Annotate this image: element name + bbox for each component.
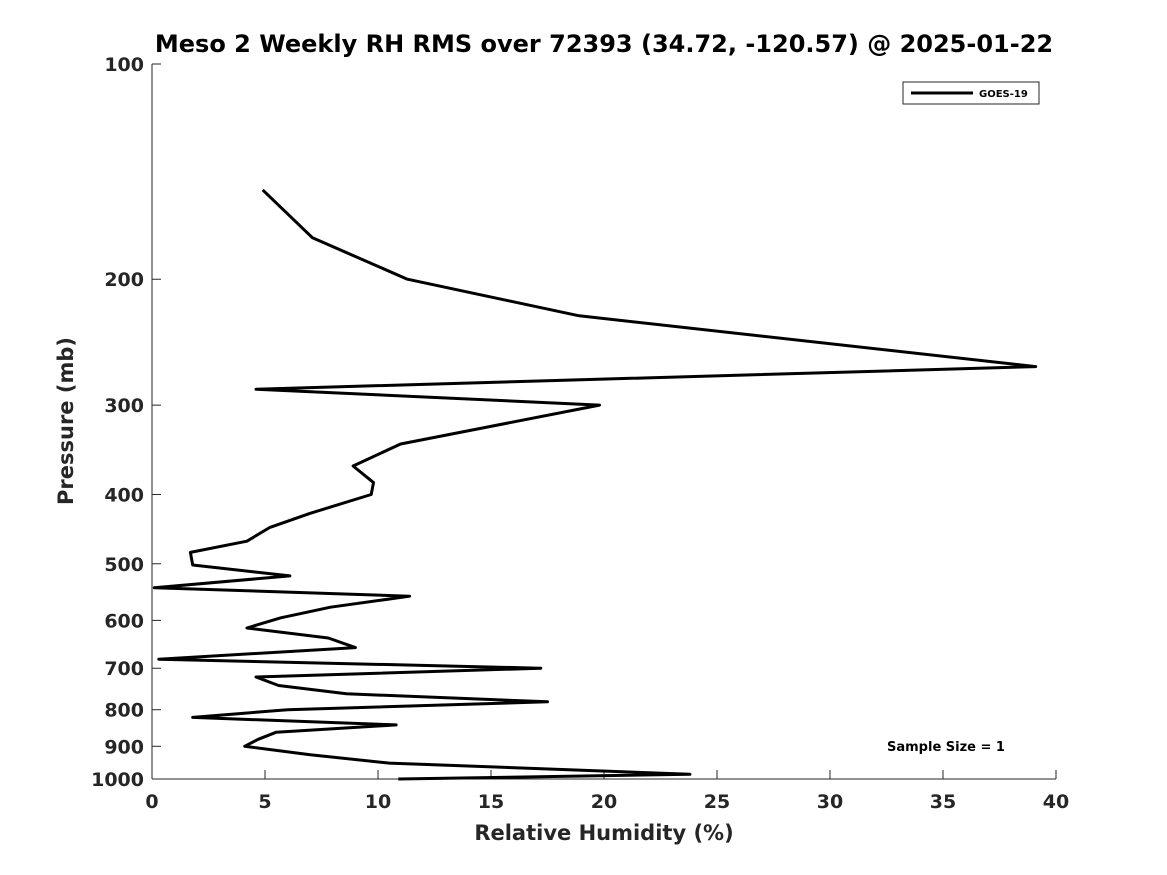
y-tick-label: 800 — [104, 700, 144, 722]
y-ticks: 100 200 300 400 500 600 700 800 900 1000 — [91, 54, 161, 791]
y-tick-label: 600 — [104, 610, 144, 632]
chart-title: Meso 2 Weekly RH RMS over 72393 (34.72, … — [155, 30, 1053, 58]
x-tick-label: 30 — [817, 791, 843, 813]
series-line-goes-19 — [152, 188, 1038, 781]
series-layer — [152, 188, 1038, 781]
y-tick-label: 400 — [104, 484, 144, 506]
x-tick-label: 10 — [365, 791, 391, 813]
sample-size-annotation: Sample Size = 1 — [887, 740, 1005, 755]
x-tick-label: 25 — [704, 791, 730, 813]
x-tick-label: 35 — [930, 791, 956, 813]
y-tick-label: 900 — [104, 736, 144, 758]
x-tick-label: 5 — [258, 791, 271, 813]
x-tick-label: 40 — [1043, 791, 1069, 813]
legend: GOES-19 — [902, 81, 1040, 105]
x-tick-label: 20 — [591, 791, 617, 813]
x-tick-label: 0 — [145, 791, 158, 813]
y-tick-label: 100 — [104, 54, 144, 76]
y-tick-label: 500 — [104, 554, 144, 576]
y-tick-label: 300 — [104, 395, 144, 417]
x-ticks: 0 5 10 15 20 25 30 35 40 — [145, 770, 1069, 813]
legend-label-goes-19: GOES-19 — [979, 89, 1028, 100]
y-tick-label: 700 — [104, 658, 144, 680]
y-tick-label: 1000 — [91, 769, 144, 791]
y-axis-label: Pressure (mb) — [54, 337, 78, 505]
y-tick-label: 200 — [104, 269, 144, 291]
axes — [151, 64, 1056, 780]
x-tick-label: 15 — [478, 791, 504, 813]
x-axis-label: Relative Humidity (%) — [474, 821, 733, 845]
